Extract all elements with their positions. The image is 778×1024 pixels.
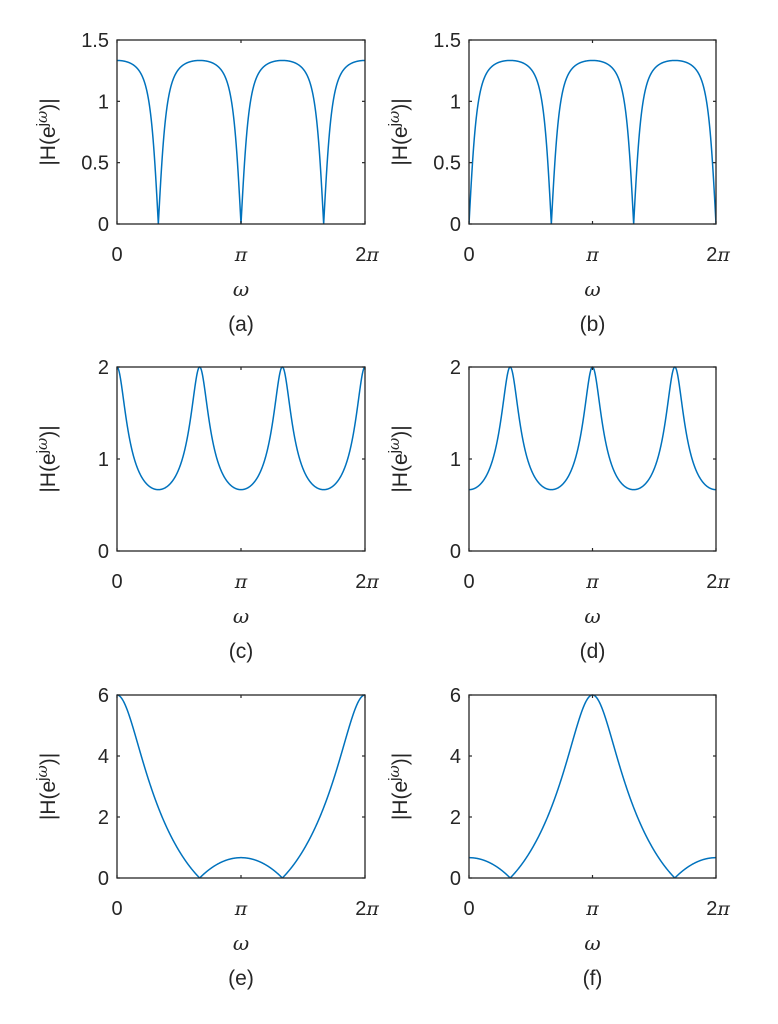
axes-box: [116, 39, 366, 225]
subplot-c: 0 1 2 0 π 2π ω (c) |H(ejω)|: [33, 357, 379, 663]
y-axis-label: |H(ejω)|: [33, 98, 60, 165]
magnitude-curve: [469, 694, 716, 878]
y-tick-label: 2: [450, 357, 461, 379]
subplot-caption: (f): [583, 967, 603, 990]
y-axis-label: |H(ejω)|: [33, 425, 60, 492]
subplot-e: 0 2 4 6 0 π 2π ω (e) |H(ejω)|: [33, 685, 379, 990]
magnitude-curve: [117, 59, 365, 224]
magnitude-curve: [469, 366, 716, 491]
y-tick-label: 2: [98, 357, 109, 379]
y-tick-label: 0: [450, 214, 461, 236]
axes-box: [468, 39, 717, 225]
subplot-caption: (a): [228, 313, 254, 336]
y-tick-label: 1: [98, 449, 109, 471]
subplot-caption: (d): [580, 640, 606, 663]
x-tick-label: 2π: [355, 898, 379, 920]
y-axis-label: |H(ejω)|: [33, 753, 60, 820]
subplot-caption: (e): [228, 967, 254, 990]
x-tick-label: π: [234, 898, 248, 920]
y-tick-label: 0: [450, 868, 461, 890]
x-tick-label: π: [585, 898, 599, 920]
x-tick-label: 2π: [355, 244, 379, 266]
x-axis-label: ω: [233, 931, 249, 955]
x-tick-label: 0: [111, 244, 122, 266]
axes-box: [116, 366, 366, 552]
y-axis-label: |H(ejω)|: [385, 98, 412, 165]
x-tick-label: π: [585, 571, 599, 593]
magnitude-curve: [117, 694, 365, 878]
x-tick-label: 2π: [706, 571, 730, 593]
magnitude-curve: [117, 366, 365, 491]
y-tick-label: 6: [98, 685, 109, 707]
axes-box: [468, 694, 717, 879]
y-tick-label: 1: [450, 449, 461, 471]
x-tick-label: 0: [463, 898, 474, 920]
y-tick-label: 0: [98, 214, 109, 236]
y-tick-label: 0.5: [81, 153, 109, 175]
subplot-caption: (b): [580, 313, 606, 336]
y-tick-label: 0: [98, 868, 109, 890]
y-tick-label: 0.5: [433, 153, 461, 175]
x-tick-label: π: [234, 244, 248, 266]
x-axis-label: ω: [584, 931, 600, 955]
y-tick-label: 1: [98, 91, 109, 113]
x-tick-label: π: [585, 244, 599, 266]
x-axis-label: ω: [584, 604, 600, 628]
y-tick-label: 4: [98, 746, 109, 768]
y-tick-label: 4: [450, 746, 461, 768]
y-tick-label: 0: [98, 541, 109, 563]
x-tick-label: 0: [463, 571, 474, 593]
y-tick-label: 2: [98, 807, 109, 829]
subplot-f: 0 2 4 6 0 π 2π ω (f) |H(ejω)|: [385, 685, 730, 990]
x-axis-label: ω: [233, 604, 249, 628]
y-axis-label: |H(ejω)|: [385, 425, 412, 492]
y-tick-label: 1.5: [433, 30, 461, 52]
x-tick-label: 2π: [355, 571, 379, 593]
magnitude-curve: [469, 59, 716, 224]
y-tick-label: 1: [450, 91, 461, 113]
subplot-a: 0 0.5 1 1.5 0 π 2π ω (a) |H(ejω)|: [33, 30, 379, 336]
x-tick-label: 2π: [706, 898, 730, 920]
y-tick-label: 0: [450, 541, 461, 563]
y-axis-label: |H(ejω)|: [385, 753, 412, 820]
x-tick-label: 0: [111, 571, 122, 593]
x-axis-label: ω: [233, 277, 249, 301]
x-tick-label: 0: [463, 244, 474, 266]
x-tick-label: 2π: [706, 244, 730, 266]
x-tick-label: π: [234, 571, 248, 593]
subplot-caption: (c): [229, 640, 254, 663]
y-tick-label: 1.5: [81, 30, 109, 52]
x-axis-label: ω: [584, 277, 600, 301]
y-tick-label: 6: [450, 685, 461, 707]
y-tick-label: 2: [450, 807, 461, 829]
axes-box: [116, 694, 366, 879]
subplot-d: 0 1 2 0 π 2π ω (d) |H(ejω)|: [385, 357, 730, 663]
x-tick-label: 0: [111, 898, 122, 920]
axes-box: [468, 366, 717, 552]
subplot-b: 0 0.5 1 1.5 0 π 2π ω (b) |H(ejω)|: [385, 30, 730, 336]
